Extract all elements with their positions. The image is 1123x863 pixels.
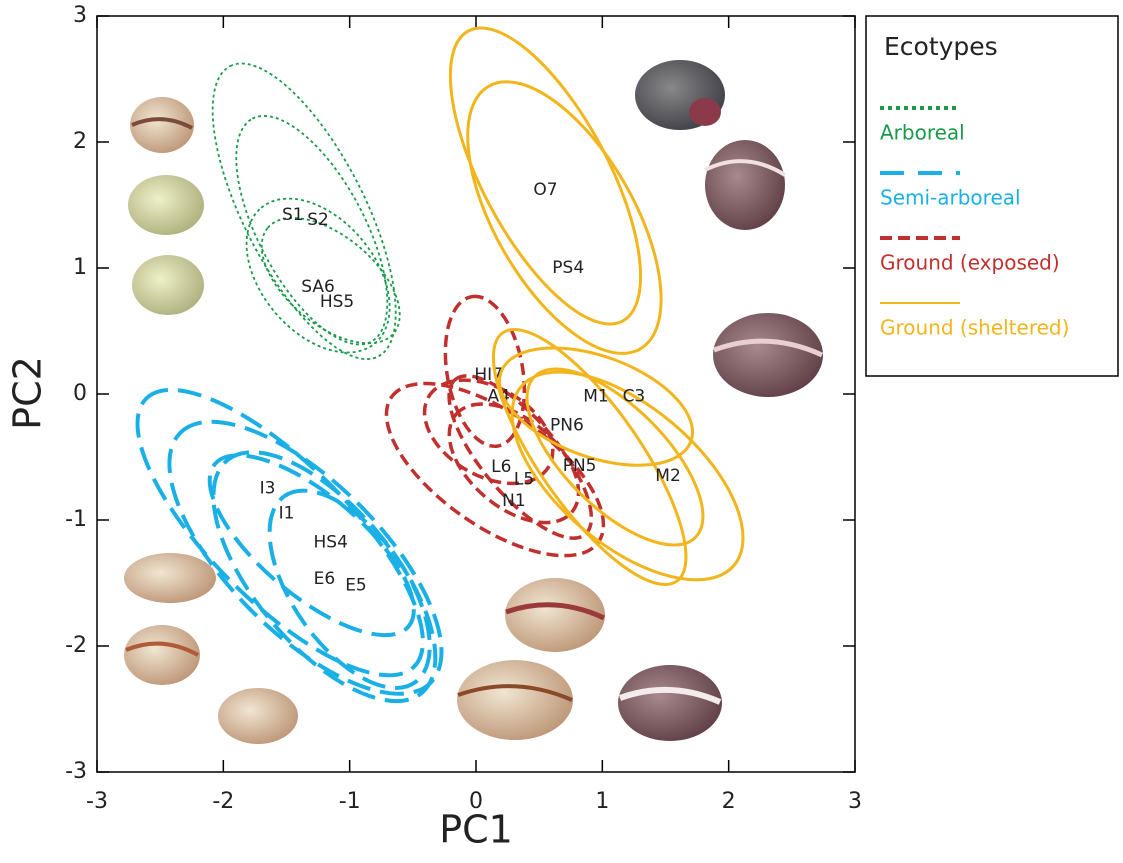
point-label: O7 — [533, 180, 557, 200]
shell — [124, 553, 216, 603]
x-tick-label: 1 — [595, 789, 609, 814]
point-label: E5 — [345, 576, 367, 596]
point-label: L5 — [514, 470, 534, 490]
point-label: L6 — [491, 457, 511, 477]
point-label: S2 — [307, 210, 329, 230]
point-label: PN5 — [563, 456, 597, 476]
point-label: C3 — [623, 387, 646, 407]
ecotype-group — [384, 294, 606, 558]
y-axis-label: PC2 — [6, 356, 50, 430]
confidence-ellipse — [235, 115, 389, 346]
point-label: HS4 — [314, 533, 348, 553]
x-tick-label: 0 — [469, 789, 483, 814]
y-tick-label: 0 — [73, 381, 87, 406]
confidence-ellipse — [207, 453, 416, 638]
legend-box — [865, 15, 1119, 377]
confidence-ellipse — [443, 294, 527, 449]
point-label: I1 — [279, 504, 295, 524]
x-axis-label: PC1 — [439, 808, 513, 852]
ecotype-group — [135, 387, 444, 704]
point-label: E6 — [314, 569, 336, 589]
point-label: M2 — [655, 466, 680, 486]
confidence-ellipse — [491, 327, 688, 587]
y-tick-label: 1 — [73, 255, 87, 280]
x-tick-label: 3 — [848, 789, 862, 814]
confidence-ellipse — [245, 197, 391, 354]
confidence-ellipse — [260, 217, 401, 345]
y-tick-label: -2 — [65, 633, 87, 658]
legend-title: Ecotypes — [884, 32, 998, 61]
shell — [218, 688, 298, 744]
y-tick-label: 2 — [73, 129, 87, 154]
confidence-ellipse — [525, 367, 705, 547]
shell — [124, 625, 200, 685]
x-tick-label: -3 — [86, 789, 108, 814]
shell — [457, 660, 573, 740]
shell — [618, 665, 722, 741]
confidence-ellipse — [211, 62, 397, 360]
plot-frame — [96, 15, 856, 773]
x-tick-label: -2 — [212, 789, 234, 814]
x-tick-label: 2 — [722, 789, 736, 814]
y-tick-label: -1 — [65, 507, 87, 532]
point-label: SA6 — [301, 277, 335, 297]
shell — [132, 255, 204, 315]
ecotype-group — [448, 26, 745, 587]
shell — [130, 97, 194, 153]
shell — [704, 140, 787, 230]
shell — [635, 60, 725, 130]
confidence-ellipse — [448, 26, 643, 326]
legend-label: Semi-arboreal — [880, 186, 1021, 210]
confidence-ellipse — [466, 80, 663, 355]
y-tick-label: -3 — [65, 759, 87, 784]
confidence-ellipse — [447, 374, 594, 540]
point-label: I3 — [260, 479, 276, 499]
confidence-ellipse — [447, 402, 581, 525]
legend-label: Ground (sheltered) — [880, 316, 1069, 340]
point-label: PN6 — [550, 416, 584, 436]
x-tick-label: -1 — [339, 789, 361, 814]
confidence-ellipse — [267, 488, 432, 690]
legend-label: Ground (exposed) — [880, 251, 1060, 275]
shell — [713, 313, 824, 397]
point-label: S1 — [282, 205, 304, 225]
point-label: PS4 — [552, 258, 584, 278]
point-label: HS5 — [320, 292, 354, 312]
ecotype-group — [211, 62, 401, 360]
point-label: M1 — [583, 387, 608, 407]
shell — [128, 175, 204, 235]
legend-label: Arboreal — [880, 121, 965, 145]
point-label: N1 — [502, 491, 526, 511]
confidence-ellipse — [497, 346, 695, 467]
shell — [505, 578, 606, 652]
snail-images — [124, 60, 824, 744]
y-tick-label: 3 — [73, 3, 87, 28]
